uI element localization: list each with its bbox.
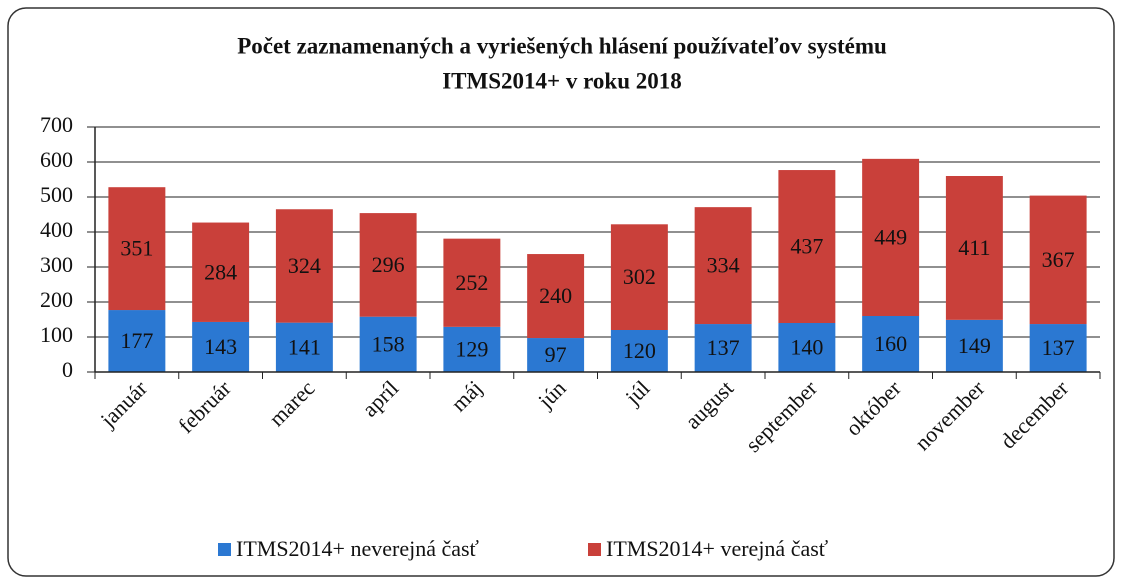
value-label: 137 — [707, 335, 740, 360]
bar-segment — [862, 316, 920, 372]
bar-segment — [694, 207, 752, 325]
bar-segment — [443, 238, 501, 327]
value-label: 120 — [623, 338, 656, 363]
y-tick-label: 300 — [40, 252, 73, 277]
bar-segment — [1029, 324, 1087, 372]
legend-swatch — [588, 543, 601, 556]
value-label: 351 — [120, 236, 153, 261]
bar-segment — [610, 224, 668, 330]
bar-segment — [275, 209, 333, 323]
bar-segment — [945, 319, 1003, 372]
value-label: 97 — [545, 342, 567, 367]
bar-segment — [443, 326, 501, 372]
value-label: 449 — [874, 224, 907, 249]
y-tick-label: 600 — [40, 147, 73, 172]
bar-segment — [527, 254, 585, 339]
bar-segment — [694, 324, 752, 372]
value-label: 334 — [707, 253, 740, 278]
value-label: 137 — [1042, 335, 1075, 360]
bar-segment — [359, 213, 417, 317]
bar-segment — [778, 170, 836, 323]
value-label: 302 — [623, 264, 656, 289]
bar-segment — [610, 330, 668, 372]
bar-segment — [359, 316, 417, 372]
bar-segment — [275, 322, 333, 372]
chart-title: Počet zaznamenaných a vyriešených hlásen… — [237, 33, 887, 58]
value-label: 129 — [455, 336, 488, 361]
bar-segment — [945, 176, 1003, 320]
value-label: 367 — [1042, 247, 1075, 272]
y-tick-label: 500 — [40, 182, 73, 207]
value-label: 411 — [958, 235, 990, 260]
y-tick-label: 700 — [40, 112, 73, 137]
y-tick-label: 200 — [40, 287, 73, 312]
bar-segment — [192, 222, 250, 322]
value-label: 284 — [204, 259, 237, 284]
value-label: 240 — [539, 283, 572, 308]
bar-segment — [108, 310, 166, 372]
y-tick-label: 400 — [40, 217, 73, 242]
value-label: 158 — [372, 331, 405, 356]
value-label: 252 — [455, 270, 488, 295]
value-label: 324 — [288, 253, 321, 278]
legend-swatch — [218, 543, 231, 556]
value-label: 177 — [120, 328, 153, 353]
bar-segment — [1029, 195, 1087, 325]
value-label: 149 — [958, 333, 991, 358]
bar-segment — [192, 321, 250, 372]
bar-segment — [778, 323, 836, 372]
value-label: 141 — [288, 334, 321, 359]
legend-label: ITMS2014+ neverejná časť — [236, 536, 480, 561]
bar-segment — [108, 187, 166, 311]
y-tick-label: 0 — [62, 357, 73, 382]
value-label: 296 — [372, 252, 405, 277]
value-label: 140 — [790, 335, 823, 360]
value-label: 143 — [204, 334, 237, 359]
chart-title: ITMS2014+ v roku 2018 — [442, 68, 682, 93]
bar-segment — [862, 158, 920, 316]
value-label: 160 — [874, 331, 907, 356]
y-tick-label: 100 — [40, 322, 73, 347]
bar-segment — [527, 338, 585, 372]
legend-label: ITMS2014+ verejná časť — [606, 536, 829, 561]
value-label: 437 — [790, 234, 823, 259]
